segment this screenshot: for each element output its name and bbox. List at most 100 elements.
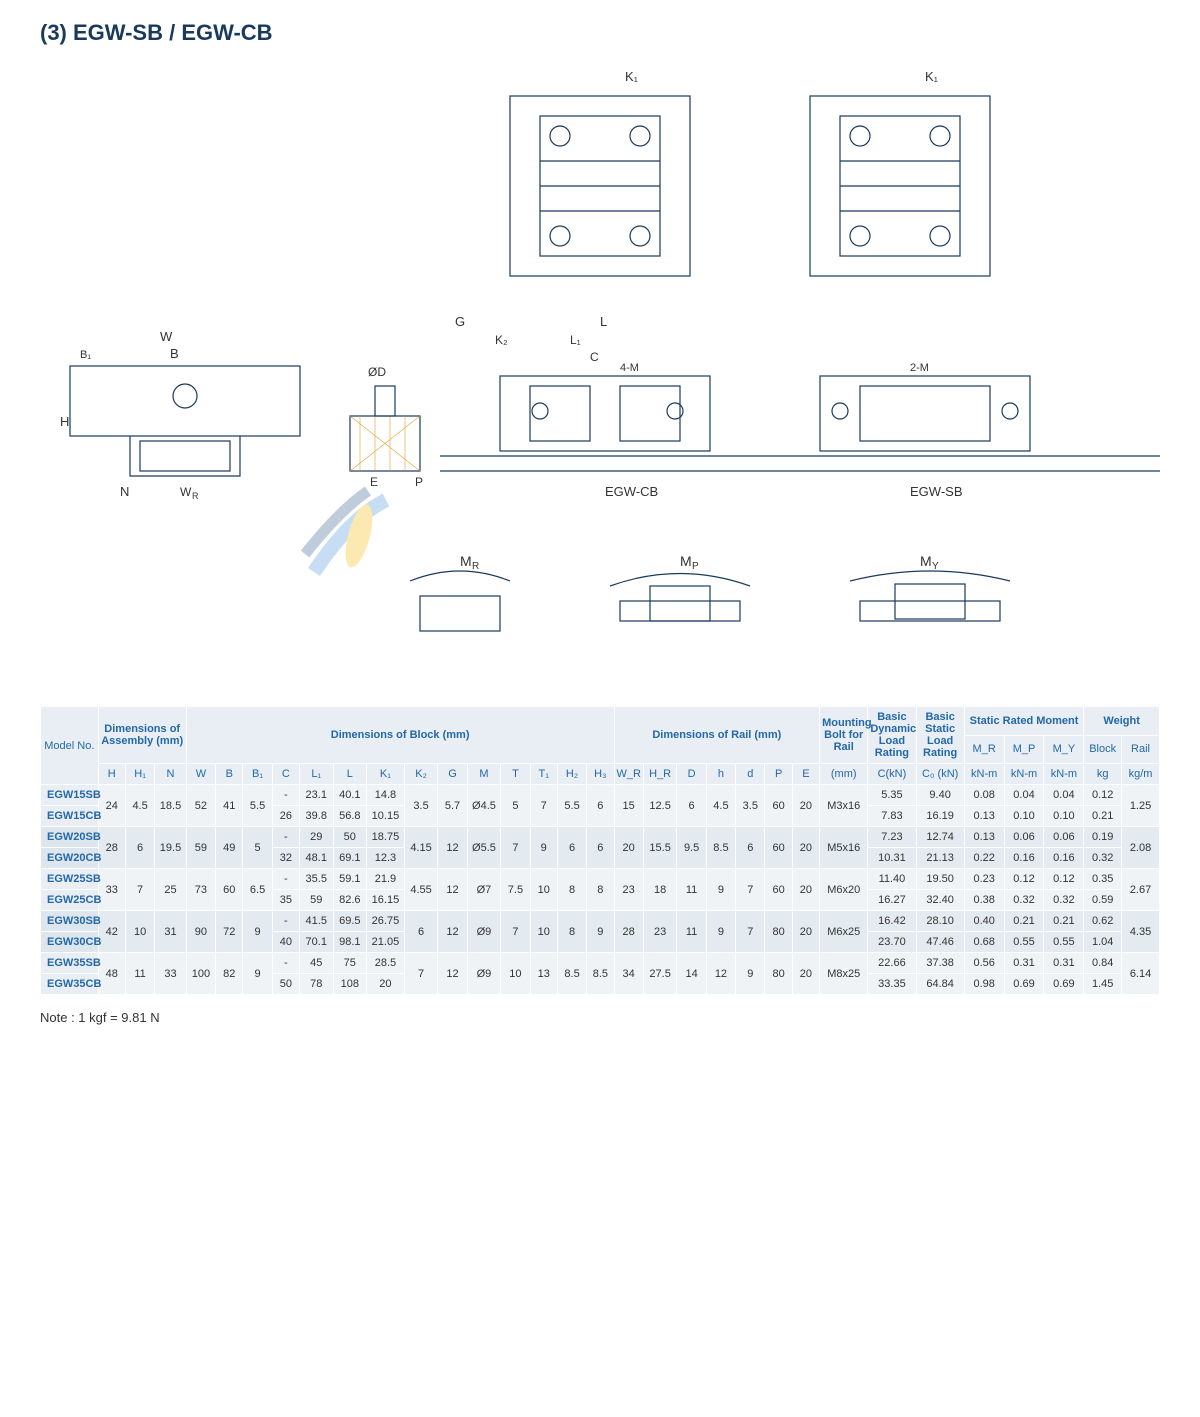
data-cell: 11 <box>677 869 706 911</box>
svg-text:ØD: ØD <box>368 365 386 379</box>
table-body: EGW15SB244.518.552415.5-23.140.114.83.55… <box>41 785 1160 995</box>
data-cell: 0.12 <box>1044 869 1084 890</box>
data-cell: 4.5 <box>706 785 735 827</box>
th-boltmm: (mm) <box>820 764 868 785</box>
data-cell: 100 <box>186 953 215 995</box>
data-cell: 11 <box>677 911 706 953</box>
data-cell: 20 <box>367 974 405 995</box>
data-cell: 20 <box>792 869 819 911</box>
data-cell: 33 <box>155 953 186 995</box>
data-cell: 16.19 <box>916 806 964 827</box>
data-cell: 47.46 <box>916 932 964 953</box>
svg-text:L: L <box>600 314 607 329</box>
data-cell: 0.10 <box>1004 806 1044 827</box>
data-cell: 8.5 <box>587 953 614 995</box>
data-cell: 1.25 <box>1122 785 1160 827</box>
data-cell: 0.98 <box>964 974 1004 995</box>
data-cell: 18.5 <box>155 785 186 827</box>
data-cell: 82 <box>216 953 243 995</box>
data-cell: 37.38 <box>916 953 964 974</box>
data-cell: 41 <box>216 785 243 827</box>
data-cell: 14.8 <box>367 785 405 806</box>
data-cell: 13 <box>530 953 557 995</box>
data-cell: 11.40 <box>868 869 916 890</box>
data-cell: 45 <box>299 953 333 974</box>
data-cell: 14 <box>677 953 706 995</box>
th-MYu: kN-m <box>1044 764 1084 785</box>
data-cell: 7 <box>501 911 530 953</box>
data-cell: 9 <box>243 953 272 995</box>
page-title: (3) EGW-SB / EGW-CB <box>40 20 1160 46</box>
data-cell: 80 <box>765 911 792 953</box>
data-cell: 0.55 <box>1004 932 1044 953</box>
data-cell: 42 <box>98 911 125 953</box>
data-cell: Ø7 <box>467 869 501 911</box>
data-cell: 25 <box>155 869 186 911</box>
data-cell: 5 <box>243 827 272 869</box>
data-cell: 60 <box>765 785 792 827</box>
data-cell: 35.5 <box>299 869 333 890</box>
data-cell: - <box>272 785 299 806</box>
svg-text:M: M <box>680 553 692 569</box>
th-C0kN: C₀ (kN) <box>916 764 964 785</box>
data-cell: 9.40 <box>916 785 964 806</box>
data-cell: 80 <box>765 953 792 995</box>
data-cell: 12 <box>438 827 467 869</box>
th-B1: B₁ <box>243 764 272 785</box>
data-cell: 56.8 <box>333 806 367 827</box>
technical-diagram-area: K₁ K₁ EGW-CB EGW-SB MR MP MY H W B₁ B N … <box>40 66 1160 686</box>
data-cell: Ø5.5 <box>467 827 501 869</box>
data-cell: 31 <box>155 911 186 953</box>
data-cell: 0.84 <box>1084 953 1122 974</box>
data-cell: 0.56 <box>964 953 1004 974</box>
data-cell: 41.5 <box>299 911 333 932</box>
th-C: C <box>272 764 299 785</box>
data-cell: 0.59 <box>1084 890 1122 911</box>
data-cell: 0.12 <box>1084 785 1122 806</box>
data-cell: 7 <box>125 869 154 911</box>
data-cell: 0.23 <box>964 869 1004 890</box>
data-cell: 7.83 <box>868 806 916 827</box>
th-d: d <box>736 764 765 785</box>
th-HR: H_R <box>643 764 677 785</box>
data-cell: 70.1 <box>299 932 333 953</box>
data-cell: 7 <box>501 827 530 869</box>
data-cell: 72 <box>216 911 243 953</box>
data-cell: 12 <box>438 953 467 995</box>
model-cell: EGW20SB <box>41 827 99 848</box>
data-cell: - <box>272 827 299 848</box>
data-cell: 28.5 <box>367 953 405 974</box>
data-cell: 6 <box>677 785 706 827</box>
data-cell: 0.31 <box>1004 953 1044 974</box>
data-cell: 69.5 <box>333 911 367 932</box>
svg-text:P: P <box>692 561 699 572</box>
th-railw: Rail <box>1122 735 1160 764</box>
data-cell: 9.5 <box>677 827 706 869</box>
data-cell: 40 <box>272 932 299 953</box>
svg-text:H: H <box>60 414 69 429</box>
data-cell: 4.15 <box>404 827 438 869</box>
data-cell: 23 <box>614 869 643 911</box>
data-cell: 0.32 <box>1084 848 1122 869</box>
th-K1: K₁ <box>367 764 405 785</box>
data-cell: 75 <box>333 953 367 974</box>
data-cell: 90 <box>186 911 215 953</box>
data-cell: 5 <box>501 785 530 827</box>
th-D: D <box>677 764 706 785</box>
svg-text:2-M: 2-M <box>910 362 929 374</box>
th-T: T <box>501 764 530 785</box>
table-row: EGW30SB42103190729-41.569.526.75612Ø9710… <box>41 911 1160 932</box>
svg-text:Y: Y <box>932 561 939 572</box>
data-cell: 7.5 <box>501 869 530 911</box>
data-cell: 10 <box>501 953 530 995</box>
data-cell: 1.45 <box>1084 974 1122 995</box>
data-cell: 0.55 <box>1044 932 1084 953</box>
data-cell: 0.22 <box>964 848 1004 869</box>
data-cell: 11 <box>125 953 154 995</box>
data-cell: 20 <box>792 827 819 869</box>
data-cell: 7 <box>404 953 438 995</box>
data-cell: 9 <box>706 911 735 953</box>
th-dynamic: Basic Dynamic Load Rating <box>868 707 916 764</box>
data-cell: 2.67 <box>1122 869 1160 911</box>
data-cell: 64.84 <box>916 974 964 995</box>
